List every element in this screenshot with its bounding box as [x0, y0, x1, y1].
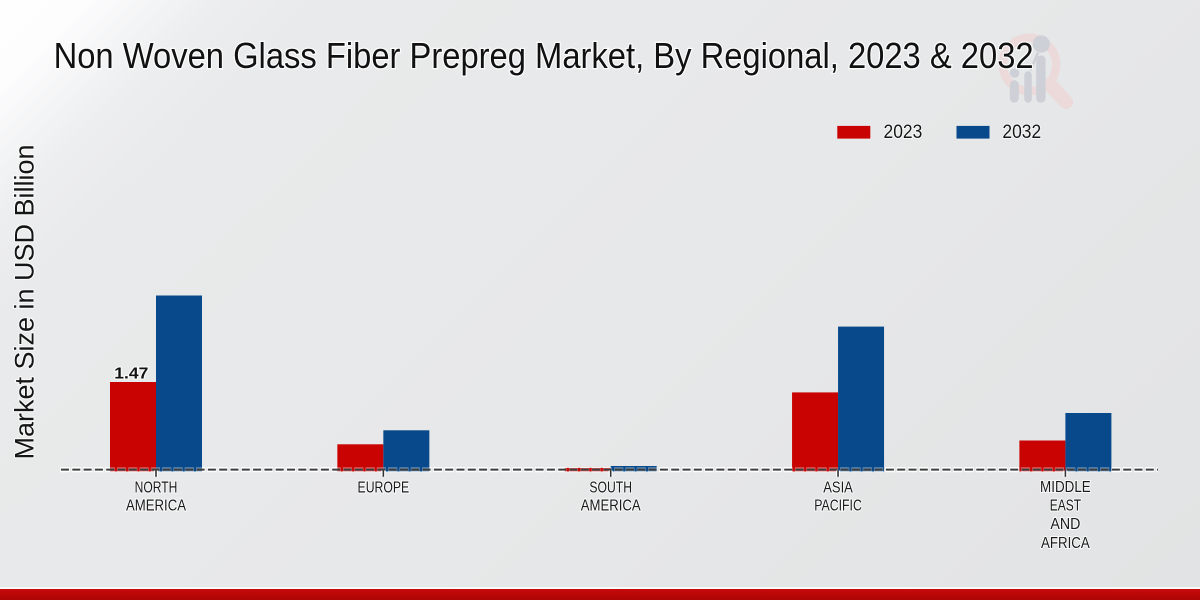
svg-text:PACIFIC: PACIFIC — [814, 498, 862, 515]
svg-text:SOUTH: SOUTH — [589, 479, 632, 496]
svg-text:AND: AND — [1050, 516, 1080, 533]
svg-text:AMERICA: AMERICA — [581, 498, 641, 515]
svg-text:AFRICA: AFRICA — [1041, 535, 1090, 552]
svg-text:NORTH: NORTH — [135, 479, 178, 496]
svg-text:MIDDLE: MIDDLE — [1040, 479, 1091, 496]
svg-text:EAST: EAST — [1050, 498, 1081, 515]
svg-text:ASIA: ASIA — [823, 479, 853, 496]
svg-text:Non Woven Glass Fiber Prepreg: Non Woven Glass Fiber Prepreg Market, By… — [54, 35, 1034, 76]
svg-text:Market Size in USD Billion: Market Size in USD Billion — [10, 145, 40, 460]
svg-text:EUROPE: EUROPE — [358, 479, 410, 496]
svg-text:2023: 2023 — [884, 122, 923, 143]
svg-text:1.47: 1.47 — [114, 365, 148, 382]
svg-text:AMERICA: AMERICA — [126, 498, 186, 515]
svg-text:2032: 2032 — [1002, 122, 1041, 143]
